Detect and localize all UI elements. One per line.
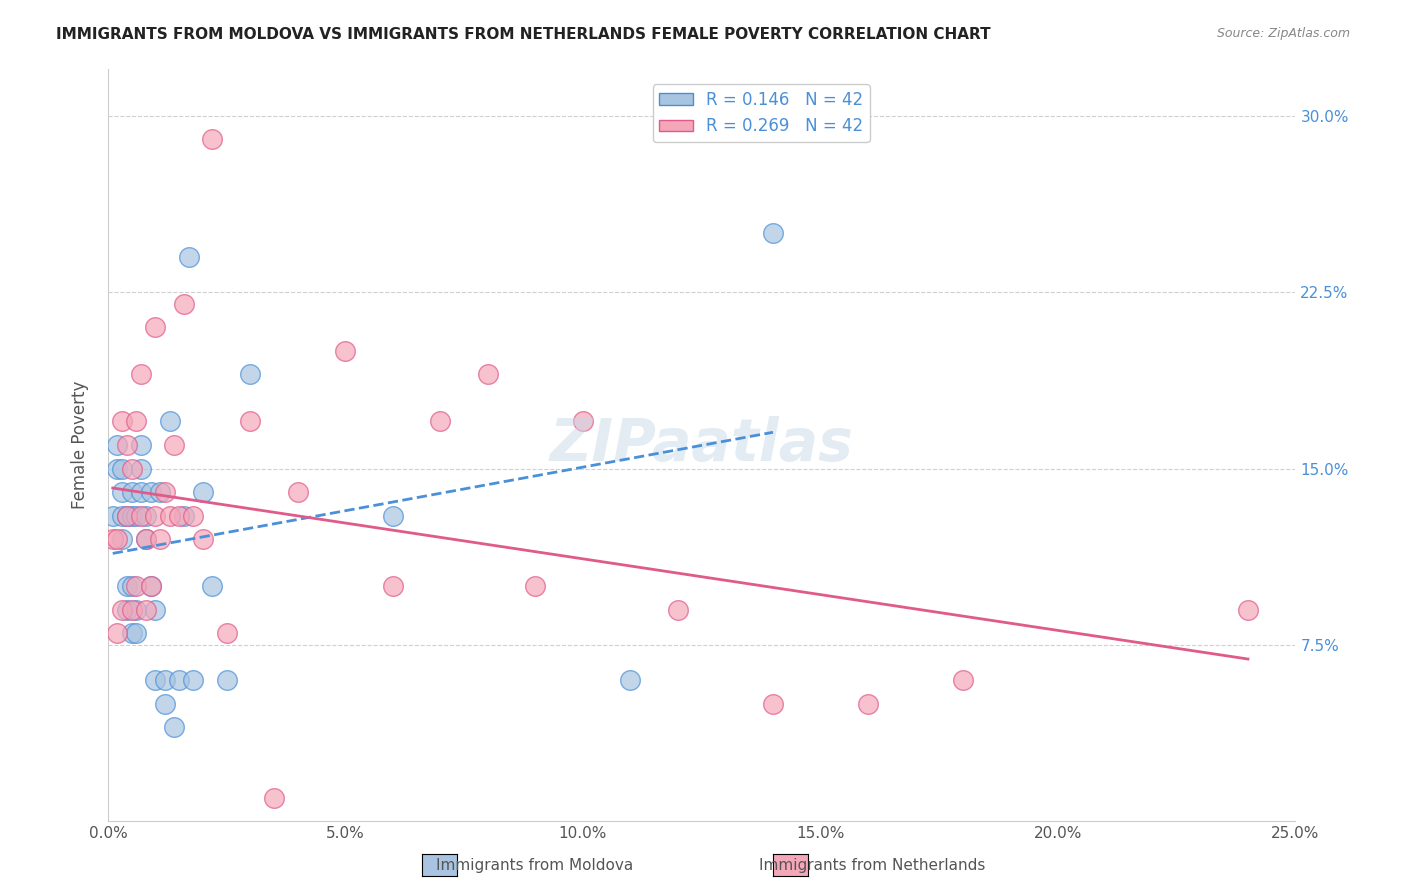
Text: Source: ZipAtlas.com: Source: ZipAtlas.com	[1216, 27, 1350, 40]
Immigrants from Netherlands	[287, 485, 309, 500]
Immigrants from Moldova	[125, 508, 148, 523]
Immigrants from Netherlands	[952, 673, 974, 688]
Immigrants from Netherlands	[215, 626, 238, 640]
Immigrants from Moldova	[149, 485, 172, 500]
Immigrants from Moldova	[115, 603, 138, 617]
Immigrants from Moldova	[153, 697, 176, 711]
Immigrants from Netherlands	[524, 579, 547, 593]
Immigrants from Netherlands	[145, 320, 167, 334]
Immigrants from Moldova	[129, 485, 152, 500]
Immigrants from Netherlands	[129, 508, 152, 523]
Immigrants from Netherlands	[145, 508, 167, 523]
Immigrants from Netherlands	[201, 132, 224, 146]
Immigrants from Moldova	[111, 532, 134, 546]
Immigrants from Moldova	[191, 485, 214, 500]
Y-axis label: Female Poverty: Female Poverty	[72, 381, 89, 509]
Immigrants from Netherlands	[429, 414, 451, 428]
Immigrants from Moldova	[619, 673, 641, 688]
Immigrants from Netherlands	[111, 414, 134, 428]
Immigrants from Moldova	[121, 485, 143, 500]
Immigrants from Netherlands	[125, 579, 148, 593]
Immigrants from Moldova	[115, 579, 138, 593]
Immigrants from Netherlands	[153, 485, 176, 500]
Immigrants from Netherlands	[115, 438, 138, 452]
Immigrants from Moldova	[382, 508, 405, 523]
Text: Immigrants from Netherlands: Immigrants from Netherlands	[758, 858, 986, 872]
Immigrants from Moldova	[107, 461, 129, 475]
Immigrants from Netherlands	[107, 626, 129, 640]
Immigrants from Netherlands	[335, 343, 357, 358]
Immigrants from Netherlands	[115, 508, 138, 523]
Immigrants from Moldova	[215, 673, 238, 688]
Immigrants from Netherlands	[129, 368, 152, 382]
Immigrants from Netherlands	[139, 579, 162, 593]
Immigrants from Moldova	[107, 438, 129, 452]
Immigrants from Moldova	[173, 508, 195, 523]
Immigrants from Moldova	[129, 438, 152, 452]
Immigrants from Moldova	[121, 579, 143, 593]
Immigrants from Netherlands	[173, 297, 195, 311]
Immigrants from Moldova	[145, 603, 167, 617]
Immigrants from Moldova	[111, 461, 134, 475]
Text: IMMIGRANTS FROM MOLDOVA VS IMMIGRANTS FROM NETHERLANDS FEMALE POVERTY CORRELATIO: IMMIGRANTS FROM MOLDOVA VS IMMIGRANTS FR…	[56, 27, 991, 42]
Text: ZIPaatlas: ZIPaatlas	[550, 417, 853, 474]
Immigrants from Moldova	[239, 368, 262, 382]
Immigrants from Moldova	[159, 414, 181, 428]
Immigrants from Netherlands	[1237, 603, 1260, 617]
Immigrants from Moldova	[177, 250, 200, 264]
Immigrants from Moldova	[762, 226, 785, 240]
Immigrants from Netherlands	[111, 603, 134, 617]
Immigrants from Moldova	[101, 508, 124, 523]
Immigrants from Netherlands	[183, 508, 205, 523]
Immigrants from Moldova	[135, 508, 157, 523]
Immigrants from Moldova	[139, 485, 162, 500]
Immigrants from Netherlands	[263, 791, 285, 805]
Immigrants from Netherlands	[135, 603, 157, 617]
Immigrants from Netherlands	[135, 532, 157, 546]
Immigrants from Netherlands	[125, 414, 148, 428]
Immigrants from Moldova	[135, 532, 157, 546]
Immigrants from Moldova	[129, 461, 152, 475]
Immigrants from Moldova	[163, 720, 186, 734]
Immigrants from Netherlands	[191, 532, 214, 546]
Immigrants from Moldova	[145, 673, 167, 688]
Immigrants from Moldova	[167, 673, 190, 688]
Immigrants from Moldova	[139, 579, 162, 593]
Immigrants from Moldova	[115, 508, 138, 523]
Immigrants from Moldova	[183, 673, 205, 688]
Immigrants from Moldova	[125, 626, 148, 640]
Immigrants from Moldova	[121, 508, 143, 523]
Immigrants from Netherlands	[856, 697, 879, 711]
Immigrants from Moldova	[153, 673, 176, 688]
Immigrants from Netherlands	[149, 532, 172, 546]
Immigrants from Netherlands	[762, 697, 785, 711]
Immigrants from Moldova	[111, 508, 134, 523]
Immigrants from Netherlands	[107, 532, 129, 546]
Immigrants from Netherlands	[121, 603, 143, 617]
Immigrants from Netherlands	[167, 508, 190, 523]
Immigrants from Netherlands	[101, 532, 124, 546]
Immigrants from Moldova	[121, 626, 143, 640]
Immigrants from Netherlands	[239, 414, 262, 428]
Immigrants from Netherlands	[382, 579, 405, 593]
Immigrants from Netherlands	[163, 438, 186, 452]
Legend: R = 0.146   N = 42, R = 0.269   N = 42: R = 0.146 N = 42, R = 0.269 N = 42	[652, 85, 870, 142]
Immigrants from Moldova	[201, 579, 224, 593]
Immigrants from Netherlands	[572, 414, 595, 428]
Immigrants from Netherlands	[159, 508, 181, 523]
Text: Immigrants from Moldova: Immigrants from Moldova	[436, 858, 633, 872]
Immigrants from Moldova	[125, 603, 148, 617]
Immigrants from Netherlands	[666, 603, 689, 617]
Immigrants from Netherlands	[121, 461, 143, 475]
Immigrants from Netherlands	[477, 368, 499, 382]
Immigrants from Moldova	[111, 485, 134, 500]
